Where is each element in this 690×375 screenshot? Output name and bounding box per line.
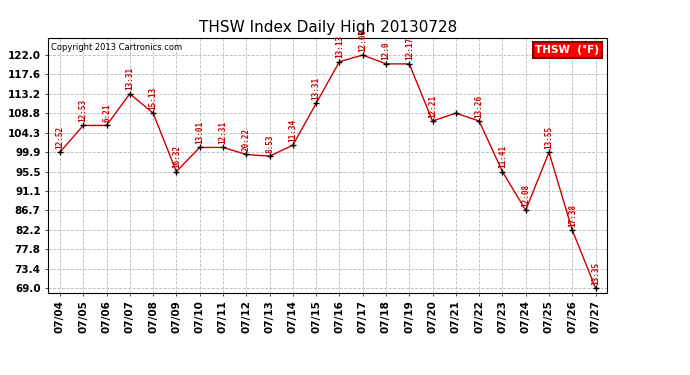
Text: 13:13: 13:13 (335, 35, 344, 58)
Text: 12:08: 12:08 (358, 28, 367, 52)
Text: 16:32: 16:32 (172, 145, 181, 168)
Text: Copyright 2013 Cartronics.com: Copyright 2013 Cartronics.com (51, 43, 182, 52)
Legend: THSW  (°F): THSW (°F) (533, 42, 602, 58)
Text: 12:17: 12:17 (405, 37, 414, 60)
Text: 13:35: 13:35 (591, 261, 600, 285)
Text: 11:41: 11:41 (498, 145, 507, 168)
Text: 13:01: 13:01 (195, 121, 204, 144)
Text: 13:31: 13:31 (126, 67, 135, 90)
Text: 12:0: 12:0 (382, 42, 391, 60)
Text: 12:21: 12:21 (428, 94, 437, 117)
Title: THSW Index Daily High 20130728: THSW Index Daily High 20130728 (199, 20, 457, 35)
Text: 12:08: 12:08 (521, 184, 530, 207)
Text: 13:26: 13:26 (475, 94, 484, 117)
Text: 15:13: 15:13 (148, 87, 157, 109)
Text: 20:22: 20:22 (241, 128, 250, 151)
Text: 13:55: 13:55 (544, 126, 553, 149)
Text: 8:53: 8:53 (265, 134, 274, 153)
Text: 12:31: 12:31 (219, 121, 228, 144)
Text: 11:34: 11:34 (288, 118, 297, 142)
Text: 12:53: 12:53 (79, 99, 88, 122)
Text: 6:21: 6:21 (102, 104, 111, 122)
Text: 17:38: 17:38 (568, 203, 577, 226)
Text: 12:52: 12:52 (55, 126, 64, 149)
Text: 13:31: 13:31 (312, 77, 321, 100)
